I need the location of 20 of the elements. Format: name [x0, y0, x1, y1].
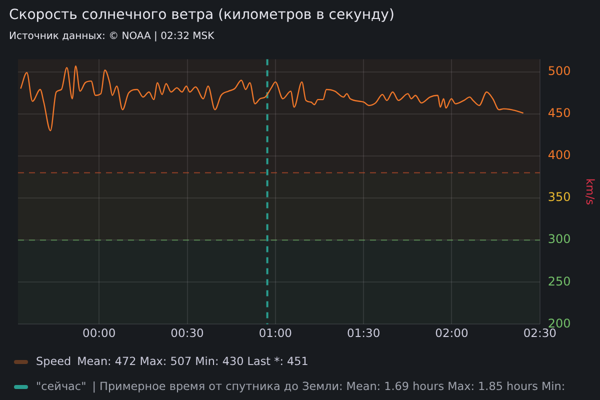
text: Mean: 472 Max: 507 Min: 430 Last *: 451: [77, 355, 308, 368]
x-tick-label: 00:30: [170, 326, 204, 340]
y-tick-label: 500: [548, 64, 571, 78]
legend-label: Speed: [36, 355, 72, 368]
x-tick-label: 02:30: [523, 326, 556, 340]
x-tick-label: 02:00: [435, 326, 468, 340]
x-tick-label: 01:30: [347, 326, 380, 340]
y-tick-label: 250: [548, 274, 571, 288]
chart-subtitle: Источник данных: © NOAA | 02:32 MSK: [9, 31, 214, 42]
line-series: [20, 65, 524, 132]
text: | Примерное время от спутника до Земли: Mean: 1.69 hours Max: 1.85 hours Min:: [92, 380, 566, 393]
y-tick-label: 300: [548, 232, 571, 246]
y-tick-label: 350: [548, 190, 571, 204]
y-axis-title: km/s: [584, 178, 597, 206]
chart-title: Скорость солнечного ветра (километров в секунду): [9, 7, 394, 23]
legend-label: "сейчас": [36, 380, 86, 393]
x-tick-label: 00:00: [82, 326, 116, 340]
y-tick-label: 450: [548, 106, 571, 120]
x-tick-label: 01:00: [258, 326, 292, 340]
y-tick-label: 400: [548, 148, 571, 162]
